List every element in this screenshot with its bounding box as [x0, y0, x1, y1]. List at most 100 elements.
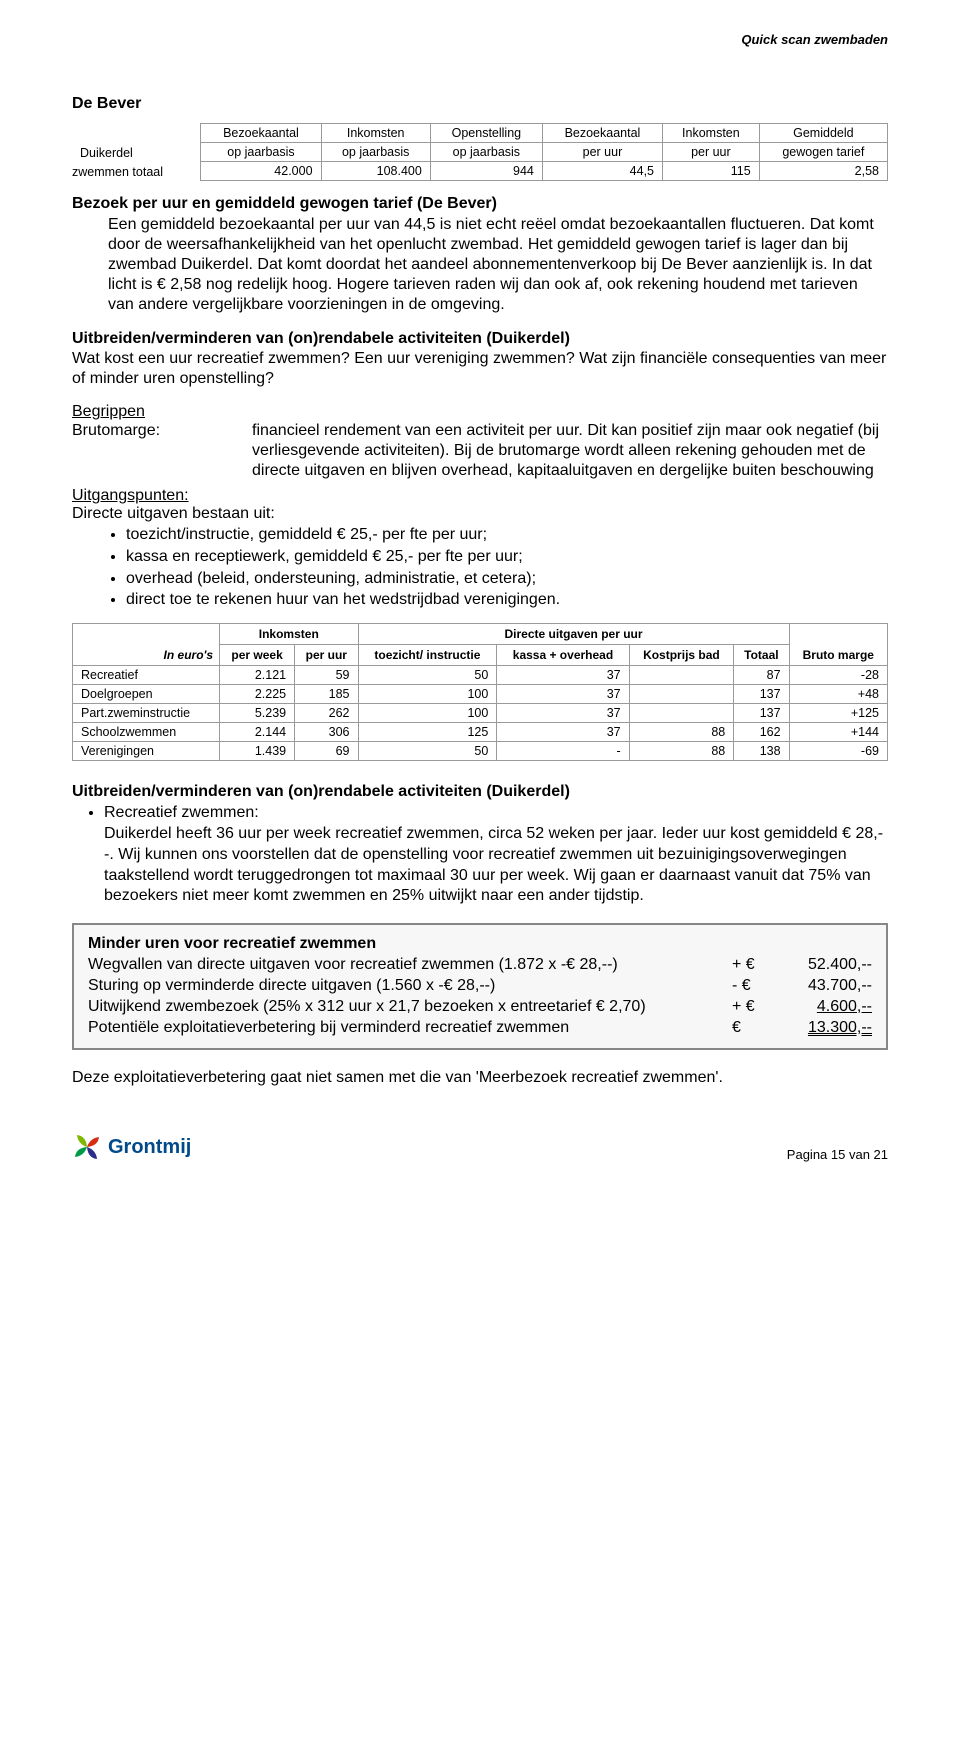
t2-cell-kassa: 37 — [497, 704, 629, 723]
para3-bullet-body: Duikerdel heeft 36 uur per week recreati… — [104, 825, 883, 904]
t2-cell-kassa: 37 — [497, 685, 629, 704]
t2-cell-perweek: 2.121 — [220, 666, 295, 685]
t1-h6a: Gemiddeld — [759, 124, 887, 143]
t2-group-inkomsten: Inkomsten — [220, 624, 358, 645]
para3-list: Recreatief zwemmen: Duikerdel heeft 36 u… — [72, 803, 888, 907]
brutomarge-row: Brutomarge: financieel rendement van een… — [72, 421, 888, 481]
finbox-r2-label: Sturing op verminderde directe uitgaven … — [88, 976, 732, 997]
t2-cell-perweek: 2.225 — [220, 685, 295, 704]
t1-h4b: per uur — [542, 143, 662, 162]
uitgang-b3: overhead (beleid, ondersteuning, adminis… — [126, 569, 888, 590]
para1-body: Een gemiddeld bezoekaantal per uur van 4… — [108, 215, 888, 315]
uitgang-b2: kassa en receptiewerk, gemiddeld € 25,- … — [126, 547, 888, 568]
finbox-r4-sign: € — [732, 1018, 772, 1039]
t2-h-peruur: per uur — [295, 645, 358, 666]
t1-c2: 108.400 — [321, 162, 430, 181]
finbox-r4-val: 13.300,-- — [772, 1018, 872, 1039]
t2-row: Recreatief2.12159503787-28 — [73, 666, 888, 685]
t2-cell-peruur: 59 — [295, 666, 358, 685]
t1-c4: 44,5 — [542, 162, 662, 181]
t2-cell-bruto: -69 — [789, 742, 887, 761]
uitgang-b1: toezicht/instructie, gemiddeld € 25,- pe… — [126, 525, 888, 546]
finbox-r3-val: 4.600,-- — [772, 997, 872, 1018]
para2: Uitbreiden/verminderen van (on)rendabele… — [72, 329, 888, 389]
para2-body: Wat kost een uur recreatief zwemmen? Een… — [72, 350, 886, 387]
t2-h-totaal: Totaal — [734, 645, 789, 666]
finbox-r1-sign: + € — [732, 955, 772, 976]
para3-bullet-label: Recreatief zwemmen: — [104, 804, 259, 821]
t2-row: Schoolzwemmen2.1443061253788162+144 — [73, 723, 888, 742]
uitgangspunten-block: Uitgangspunten: Directe uitgaven bestaan… — [72, 487, 888, 611]
para2-title: Uitbreiden/verminderen van (on)rendabele… — [72, 330, 570, 347]
t2-h-kassa: kassa + overhead — [497, 645, 629, 666]
t1-h1b: op jaarbasis — [201, 143, 321, 162]
t2-h-toezicht: toezicht/ instructie — [358, 645, 497, 666]
t2-h-bruto: Bruto marge — [789, 624, 887, 666]
t1-h1a: Bezoekaantal — [201, 124, 321, 143]
t2-cell-peruur: 306 — [295, 723, 358, 742]
t2-cell-kostprijs — [629, 704, 734, 723]
t2-cell-perweek: 2.144 — [220, 723, 295, 742]
t1-c1: 42.000 — [201, 162, 321, 181]
table-brutomarge: In euro's Inkomsten Directe uitgaven per… — [72, 623, 888, 761]
t2-cell-label: Schoolzwemmen — [73, 723, 220, 742]
page-footer: Grontmij Pagina 15 van 21 — [72, 1124, 888, 1162]
finbox-r2-sign: - € — [732, 976, 772, 997]
t2-cell-kostprijs: 88 — [629, 723, 734, 742]
begrippen-block: Begrippen Brutomarge: financieel rendeme… — [72, 403, 888, 481]
footer-logo: Grontmij — [72, 1132, 191, 1162]
finbox-r3-label: Uitwijkend zwembezoek (25% x 312 uur x 2… — [88, 997, 732, 1018]
uitgang-title: Uitgangspunten: — [72, 487, 888, 505]
t2-cell-kassa: 37 — [497, 666, 629, 685]
brutomarge-label: Brutomarge: — [72, 421, 252, 481]
t2-cell-totaal: 137 — [734, 704, 789, 723]
t2-cell-peruur: 185 — [295, 685, 358, 704]
finbox-r2: Sturing op verminderde directe uitgaven … — [88, 976, 872, 997]
t2-cell-bruto: +125 — [789, 704, 887, 723]
t2-cell-peruur: 262 — [295, 704, 358, 723]
t2-cell-perweek: 5.239 — [220, 704, 295, 723]
closing-paragraph: Deze exploitatieverbetering gaat niet sa… — [72, 1068, 888, 1088]
t1-c6: 2,58 — [759, 162, 887, 181]
uitgang-b4: direct toe te rekenen huur van het wedst… — [126, 590, 888, 611]
finbox-r3: Uitwijkend zwembezoek (25% x 312 uur x 2… — [88, 997, 872, 1018]
t2-cell-toezicht: 50 — [358, 742, 497, 761]
t2-cell-kassa: - — [497, 742, 629, 761]
t2-cell-label: Doelgroepen — [73, 685, 220, 704]
t2-h-perweek: per week — [220, 645, 295, 666]
finbox-r3-sign: + € — [732, 997, 772, 1018]
t2-h-kostprijs: Kostprijs bad — [629, 645, 734, 666]
finbox-r4-label: Potentiële exploitatieverbetering bij ve… — [88, 1018, 732, 1039]
brutomarge-body: financieel rendement van een activiteit … — [252, 421, 888, 481]
t1-h4a: Bezoekaantal — [542, 124, 662, 143]
t1-h5a: Inkomsten — [663, 124, 760, 143]
t2-group-directe: Directe uitgaven per uur — [358, 624, 789, 645]
t1-h2a: Inkomsten — [321, 124, 430, 143]
doc-header-title: Quick scan zwembaden — [72, 32, 888, 47]
t2-cell-toezicht: 100 — [358, 704, 497, 723]
finbox-r1-label: Wegvallen van directe uitgaven voor recr… — [88, 955, 732, 976]
footer-page-number: Pagina 15 van 21 — [787, 1147, 888, 1162]
uitgang-lead: Directe uitgaven bestaan uit: — [72, 505, 888, 523]
t2-cell-toezicht: 100 — [358, 685, 497, 704]
t1-h3a: Openstelling — [430, 124, 542, 143]
t2-cell-bruto: +144 — [789, 723, 887, 742]
para1-heading: Bezoek per uur en gemiddeld gewogen tari… — [72, 195, 888, 213]
finbox-r2-val: 43.700,-- — [772, 976, 872, 997]
t2-cell-toezicht: 50 — [358, 666, 497, 685]
t2-cell-label: Verenigingen — [73, 742, 220, 761]
t2-cell-bruto: +48 — [789, 685, 887, 704]
t2-cell-totaal: 87 — [734, 666, 789, 685]
t1-h2b: op jaarbasis — [321, 143, 430, 162]
t2-cell-kostprijs — [629, 685, 734, 704]
finance-box: Minder uren voor recreatief zwemmen Wegv… — [72, 923, 888, 1050]
t2-row: Doelgroepen2.22518510037 137+48 — [73, 685, 888, 704]
t2-cell-totaal: 137 — [734, 685, 789, 704]
para1-title: Bezoek per uur en gemiddeld gewogen tari… — [72, 195, 497, 212]
t2-row: Part.zweminstructie5.23926210037137+125 — [73, 704, 888, 723]
para3-title: Uitbreiden/verminderen van (on)rendabele… — [72, 783, 888, 801]
t2-cell-peruur: 69 — [295, 742, 358, 761]
t1-corner: Duikerdel — [72, 124, 201, 162]
section-heading: De Bever — [72, 95, 888, 113]
t2-cell-perweek: 1.439 — [220, 742, 295, 761]
